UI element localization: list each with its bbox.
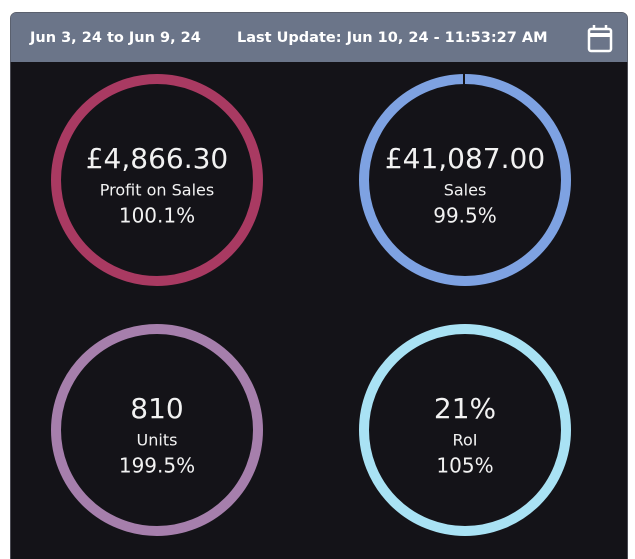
ring — [359, 324, 571, 536]
metric-units: 810 Units 199.5% — [51, 324, 263, 536]
metric-label: Units — [137, 431, 178, 450]
metric-change: 199.5% — [119, 454, 195, 478]
metric-value: 21% — [434, 392, 496, 425]
metric-sales: £41,087.00 Sales 99.5% — [359, 74, 571, 286]
metric-profit: £4,866.30 Profit on Sales 100.1% — [51, 74, 263, 286]
metric-change: 105% — [436, 454, 493, 478]
metric-change: 100.1% — [119, 204, 195, 228]
header-bar — [10, 12, 628, 62]
date-range[interactable]: Jun 3, 24 to Jun 9, 24 — [29, 30, 201, 46]
metric-label: Profit on Sales — [100, 181, 214, 200]
metric-change: 99.5% — [433, 204, 497, 228]
metric-label: RoI — [453, 431, 478, 450]
metric-value: £4,866.30 — [86, 142, 229, 175]
metric-label: Sales — [444, 181, 487, 200]
ring — [51, 74, 263, 286]
metric-roi: 21% RoI 105% — [359, 324, 571, 536]
calendar-button[interactable] — [587, 25, 613, 53]
last-update: Last Update: Jun 10, 24 - 11:53:27 AM — [237, 30, 548, 46]
metric-value: 810 — [130, 392, 183, 425]
ring — [51, 324, 263, 536]
metric-value: £41,087.00 — [385, 142, 545, 175]
